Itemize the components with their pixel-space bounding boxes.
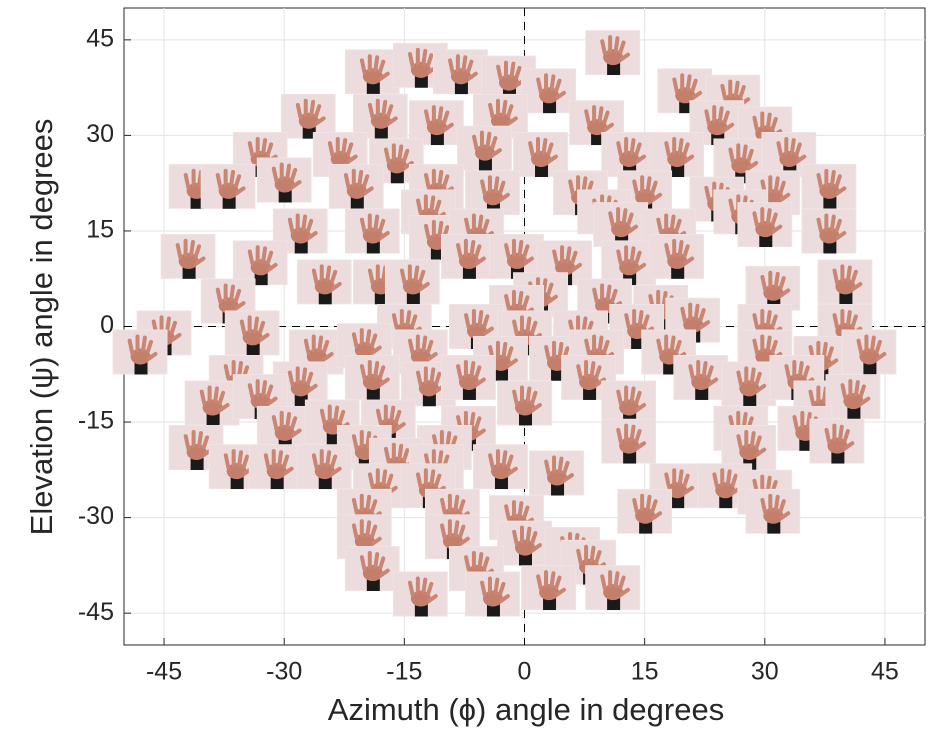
x-axis-label: Azimuth (ϕ) angle in degrees bbox=[328, 692, 724, 727]
hand-thumbnail bbox=[497, 520, 552, 566]
hand-thumbnail bbox=[296, 259, 352, 305]
hand-thumbnail bbox=[809, 418, 865, 464]
x-tick-label: -15 bbox=[386, 658, 422, 686]
hand-thumbnail bbox=[801, 163, 857, 209]
y-tick-label: -30 bbox=[78, 502, 114, 530]
hand-thumbnail bbox=[328, 163, 384, 209]
hand-thumbnail bbox=[184, 380, 240, 426]
hand-thumbnail bbox=[673, 354, 729, 400]
hand-thumbnail bbox=[344, 208, 400, 254]
y-axis-label: Elevation (ψ) angle in degrees bbox=[24, 119, 59, 536]
hand-thumbnail bbox=[521, 565, 577, 611]
hand-thumbnail bbox=[464, 571, 520, 617]
hand-thumbnail bbox=[200, 163, 256, 209]
hand-thumbnail bbox=[841, 329, 897, 375]
hand-thumbnail bbox=[801, 208, 857, 254]
y-tick-label: 45 bbox=[86, 24, 114, 52]
x-tick-label: 0 bbox=[518, 658, 532, 686]
x-tick-label: -30 bbox=[266, 658, 302, 686]
x-tick-label: -45 bbox=[146, 658, 182, 686]
hand-thumbnail bbox=[521, 68, 577, 114]
hand-thumbnail bbox=[432, 49, 488, 95]
y-tick-label: -45 bbox=[78, 598, 114, 626]
y-tick-label: 0 bbox=[100, 311, 114, 339]
x-tick-label: 45 bbox=[871, 658, 899, 686]
hand-thumbnail bbox=[585, 30, 641, 76]
y-tick-label: 30 bbox=[86, 120, 114, 148]
x-tick-label: 30 bbox=[751, 658, 779, 686]
x-tick-label: 15 bbox=[631, 658, 659, 686]
hand-thumbnail bbox=[817, 259, 873, 305]
hand-thumbnail bbox=[392, 571, 448, 617]
hand-thumbnail bbox=[529, 450, 585, 496]
hand-thumbnail bbox=[649, 233, 705, 279]
hand-thumbnail bbox=[344, 49, 400, 95]
hand-thumbnail bbox=[825, 374, 881, 420]
hand-thumbnail bbox=[160, 233, 216, 279]
hand-thumbnail bbox=[745, 488, 801, 534]
hand-thumbnail bbox=[440, 233, 496, 279]
hand-thumbnail bbox=[721, 361, 777, 407]
hand-thumbnail bbox=[601, 418, 657, 464]
hand-thumbnail bbox=[296, 444, 352, 490]
hand-thumbnail bbox=[497, 380, 552, 426]
y-tick-label: 15 bbox=[86, 216, 114, 244]
hand-thumbnail bbox=[617, 488, 673, 534]
hand-thumbnail bbox=[248, 444, 304, 490]
hand-thumbnail bbox=[344, 546, 400, 592]
hand-thumbnail bbox=[440, 354, 496, 400]
hand-thumbnail bbox=[456, 125, 512, 171]
hand-thumbnail bbox=[256, 157, 312, 203]
y-tick-label: -15 bbox=[78, 407, 114, 435]
hand-thumbnail bbox=[344, 354, 400, 400]
hand-thumbnail bbox=[224, 310, 280, 356]
hand-thumbnail bbox=[472, 444, 528, 490]
hand-thumbnail bbox=[112, 329, 168, 375]
hand-thumbnail bbox=[384, 259, 440, 305]
hand-thumbnail bbox=[737, 202, 793, 248]
hand-thumbnail bbox=[585, 565, 641, 611]
